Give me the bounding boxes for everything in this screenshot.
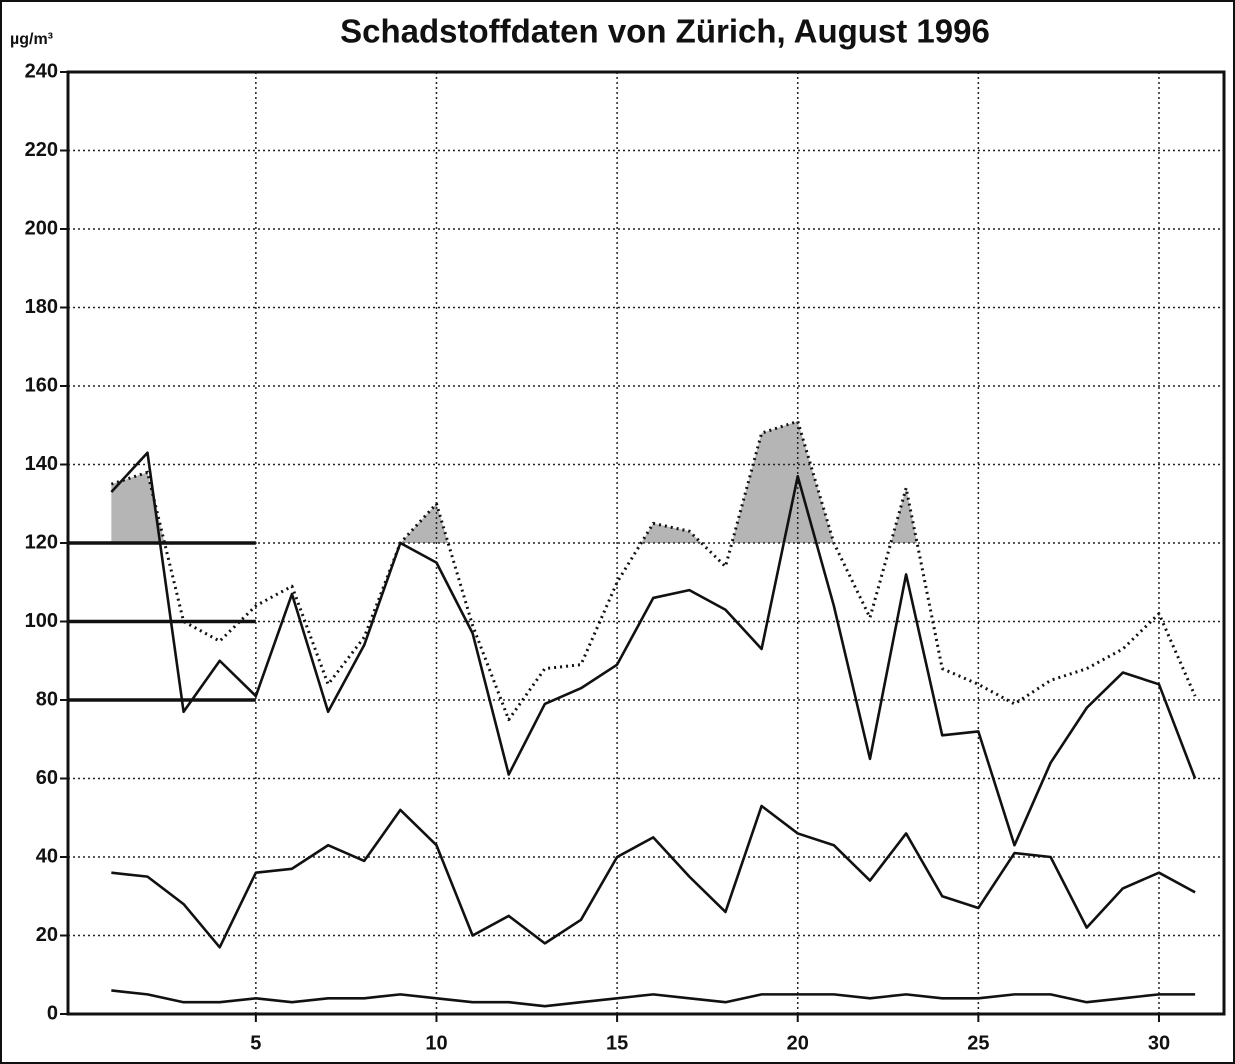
chart-title: Schadstoffdaten von Zürich, August 1996 <box>340 13 990 50</box>
y-tick-label: 240 <box>25 60 58 82</box>
y-tick-label: 40 <box>36 845 58 867</box>
x-tick-label: 10 <box>425 1032 447 1054</box>
y-tick-label: 220 <box>25 139 58 161</box>
x-tick-label: 25 <box>967 1032 989 1054</box>
x-tick-label: 30 <box>1148 1032 1170 1054</box>
y-tick-label: 20 <box>36 924 58 946</box>
y-tick-label: 160 <box>25 374 58 396</box>
y-tick-label: 120 <box>25 531 58 553</box>
series-line <box>110 419 1197 722</box>
x-tick-label: 20 <box>787 1032 809 1054</box>
y-tick-label: 140 <box>25 453 58 475</box>
shaded-area <box>111 421 918 543</box>
y-tick-label: 0 <box>47 1002 58 1024</box>
series-line <box>111 804 1196 949</box>
y-tick-label: 100 <box>25 610 58 632</box>
y-tick-label: 60 <box>36 767 58 789</box>
x-tick-label: 5 <box>250 1032 261 1054</box>
x-tick-label: 15 <box>606 1032 628 1054</box>
series-line <box>110 451 1197 847</box>
y-tick-label: 200 <box>25 217 58 239</box>
series-line <box>111 989 1196 1008</box>
y-axis-label: µg/m³ <box>10 31 53 48</box>
y-tick-label: 80 <box>36 688 58 710</box>
plot-border <box>66 70 1226 1016</box>
y-tick-label: 180 <box>25 296 58 318</box>
